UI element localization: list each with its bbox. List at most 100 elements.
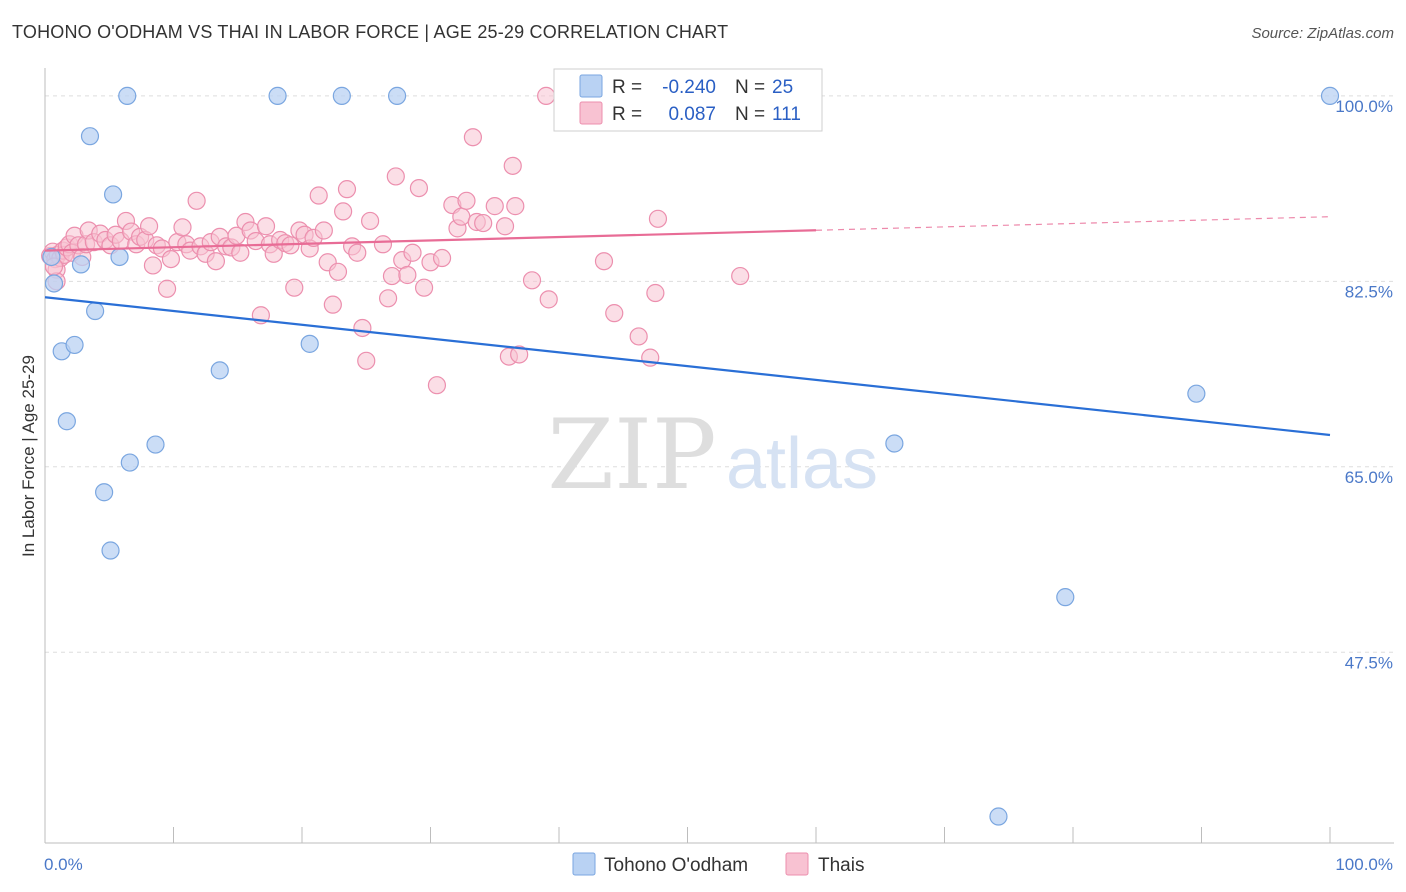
thais-point bbox=[323, 295, 342, 314]
thais-point bbox=[143, 256, 163, 275]
tohono-point bbox=[104, 185, 123, 204]
thais-point bbox=[594, 252, 614, 271]
y-axis-title: In Labor Force | Age 25-29 bbox=[19, 355, 38, 557]
thais-point bbox=[414, 278, 434, 297]
source-credit: Source: ZipAtlas.com bbox=[1251, 25, 1394, 42]
legend-r-value-2: 0.087 bbox=[668, 104, 716, 125]
tohono-point bbox=[1056, 588, 1075, 607]
tohono-point bbox=[300, 334, 319, 353]
thais-point bbox=[361, 211, 380, 231]
tohono-point bbox=[110, 247, 129, 267]
tohono-point bbox=[387, 86, 407, 105]
watermark-zip: ZIP bbox=[547, 399, 716, 511]
thais-point bbox=[537, 86, 556, 105]
thais-point bbox=[605, 304, 624, 323]
thais-point bbox=[157, 279, 177, 298]
thais-point bbox=[231, 243, 250, 262]
tohono-point bbox=[1187, 384, 1206, 403]
thais-point bbox=[334, 202, 353, 221]
thais-point bbox=[506, 197, 525, 216]
legend-n-value-2: 111 bbox=[772, 104, 801, 125]
thais-point bbox=[463, 128, 483, 147]
thais-point bbox=[510, 345, 529, 364]
tohono-point bbox=[86, 301, 105, 321]
thais-trend-line bbox=[44, 229, 817, 252]
y-tick-label: 65.0% bbox=[1345, 468, 1393, 487]
watermark-atlas: atlas bbox=[726, 424, 878, 504]
thais-point bbox=[373, 235, 393, 254]
thais-point bbox=[427, 376, 447, 395]
correlation-legend: R = -0.240 N = 25 R = 0.087 N = 111 bbox=[553, 68, 823, 132]
thais-points bbox=[41, 86, 750, 395]
tohono-point bbox=[120, 453, 139, 472]
thais-point bbox=[285, 278, 304, 297]
thais-point bbox=[337, 180, 357, 199]
thais-point bbox=[378, 289, 398, 308]
thais-point bbox=[495, 217, 515, 236]
legend-n-value-1: 25 bbox=[772, 77, 793, 98]
thais-point bbox=[474, 213, 493, 233]
grid-lines bbox=[45, 95, 1394, 653]
thais-point bbox=[187, 191, 206, 210]
thais-point bbox=[432, 248, 452, 268]
tohono-point bbox=[885, 434, 904, 453]
tohono-point bbox=[42, 247, 61, 267]
thais-point bbox=[522, 271, 542, 290]
legend-r-label-2: R = bbox=[612, 104, 642, 125]
thais-point bbox=[357, 351, 376, 370]
tohono-point bbox=[118, 86, 137, 105]
thais-trend-line-extension bbox=[815, 216, 1331, 231]
tohono-point bbox=[1320, 86, 1340, 105]
thais-point bbox=[256, 217, 276, 236]
tohono-point bbox=[95, 483, 114, 502]
chart-title: TOHONO O'ODHAM VS THAI IN LABOR FORCE | … bbox=[12, 22, 729, 42]
legend-swatch-blue bbox=[579, 74, 603, 98]
tohono-point bbox=[268, 86, 287, 105]
thais-point bbox=[629, 327, 648, 346]
thais-point bbox=[309, 186, 328, 205]
thais-point bbox=[206, 252, 226, 271]
tohono-point bbox=[101, 541, 120, 560]
thais-point bbox=[403, 243, 422, 262]
tohono-trend-line bbox=[44, 296, 1331, 437]
thais-point bbox=[382, 266, 402, 286]
axes bbox=[44, 68, 1394, 844]
x-tick-label: 0.0% bbox=[44, 855, 83, 874]
legend-r-label-1: R = bbox=[612, 77, 642, 98]
y-tick-label: 82.5% bbox=[1345, 282, 1393, 301]
series-legend: Tohono O'odham Thais bbox=[572, 852, 864, 876]
x-tick-label: 100.0% bbox=[1335, 855, 1393, 874]
legend-r-value-1: -0.240 bbox=[662, 77, 716, 98]
thais-point bbox=[314, 221, 333, 240]
thais-point bbox=[452, 207, 471, 226]
thais-point bbox=[328, 262, 348, 281]
thais-point bbox=[139, 217, 159, 236]
legend-swatch-pink bbox=[579, 101, 603, 125]
thais-point bbox=[539, 290, 558, 309]
thais-point bbox=[348, 243, 367, 262]
legend-n-label-2: N = bbox=[735, 104, 765, 125]
thais-point bbox=[173, 218, 192, 237]
tohono-point bbox=[989, 807, 1008, 826]
y-tick-label: 100.0% bbox=[1335, 97, 1393, 116]
thais-point bbox=[386, 167, 405, 186]
thais-point bbox=[485, 197, 504, 216]
tohono-points bbox=[42, 86, 1340, 826]
thais-point bbox=[409, 178, 429, 198]
thais-point bbox=[353, 318, 372, 338]
series-swatch-tohono bbox=[572, 852, 596, 876]
legend-n-label-1: N = bbox=[735, 77, 765, 98]
thais-point bbox=[646, 283, 665, 303]
series-label-tohono: Tohono O'odham bbox=[604, 855, 748, 876]
thais-point bbox=[161, 249, 181, 269]
trend-lines bbox=[44, 216, 1331, 437]
y-tick-label: 47.5% bbox=[1345, 653, 1393, 672]
thais-point bbox=[503, 156, 522, 175]
thais-point bbox=[731, 266, 750, 286]
thais-point bbox=[457, 191, 476, 210]
series-label-thais: Thais bbox=[818, 855, 864, 876]
tick-labels: 100.0% 82.5% 65.0% 47.5% 0.0% 100.0% bbox=[44, 97, 1393, 874]
tohono-point bbox=[57, 412, 76, 431]
thais-point bbox=[648, 209, 668, 228]
